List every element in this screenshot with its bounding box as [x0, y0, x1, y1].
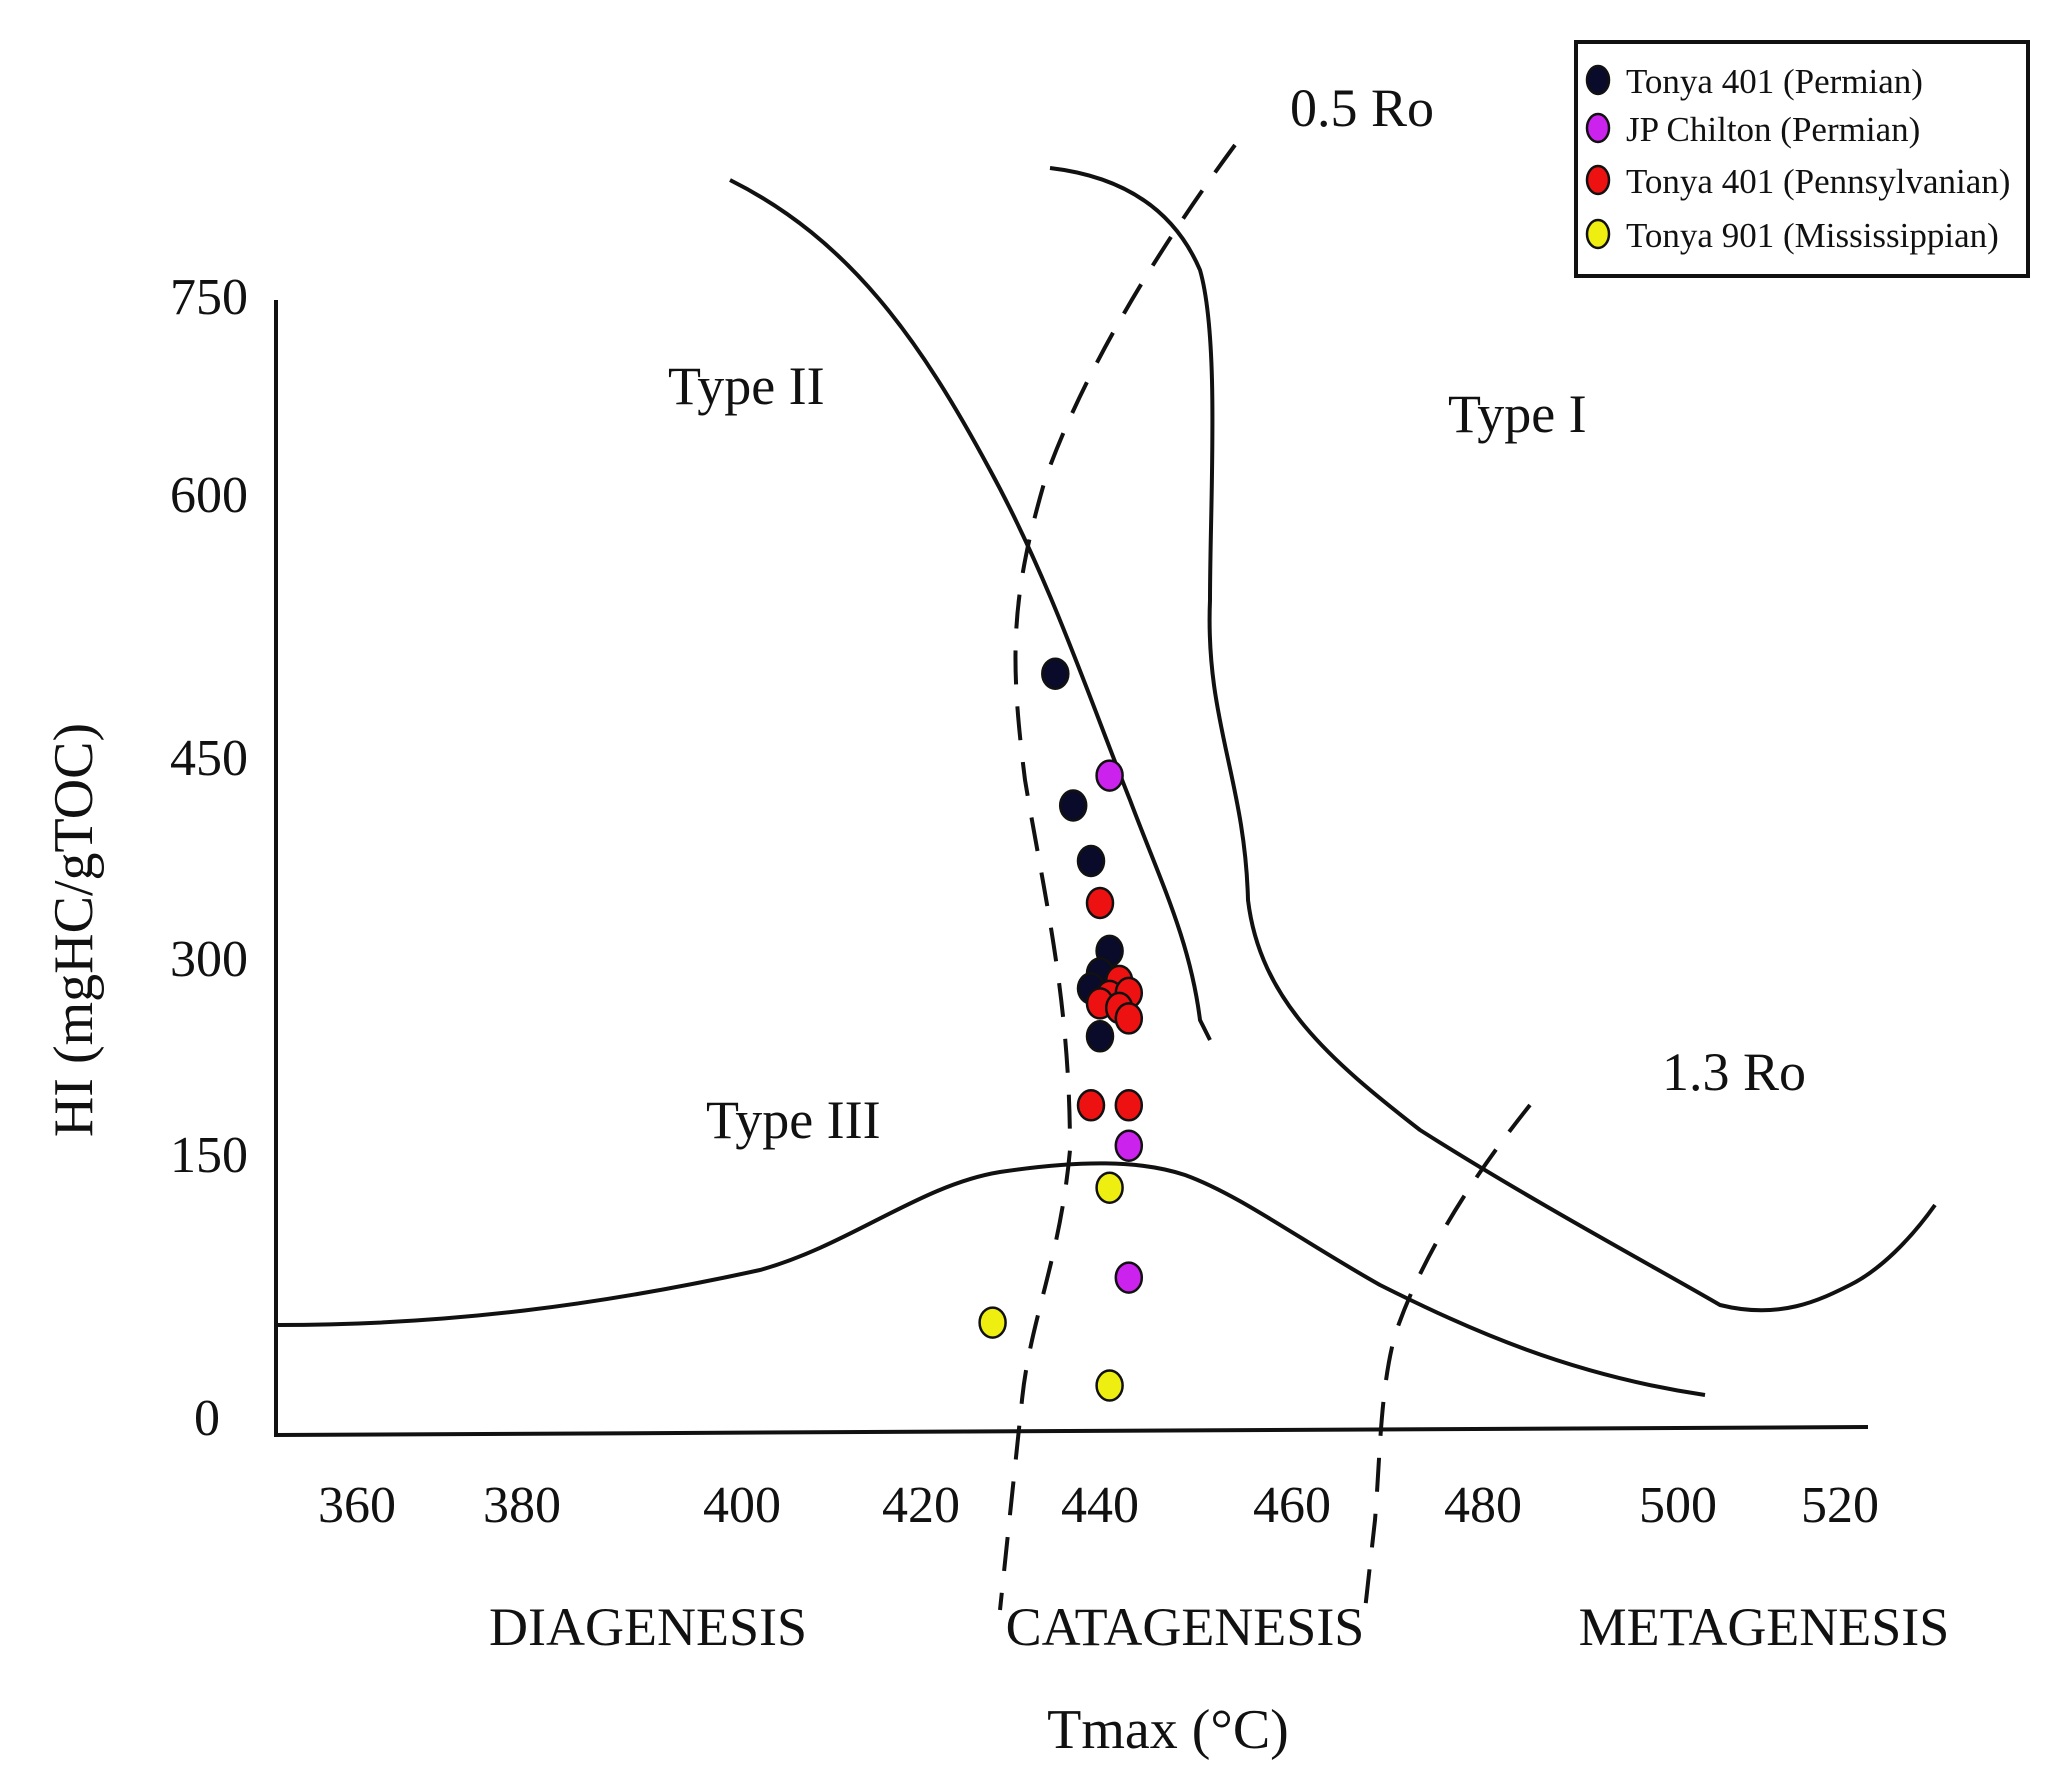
- legend-label: Tonya 401 (Pennsylvanian): [1626, 162, 2010, 201]
- x-tick-label: 460: [1253, 1477, 1331, 1534]
- data-point: [1076, 1089, 1106, 1122]
- ro-0-5-dashed-line: [998, 143, 1237, 1611]
- zone-label-catagenesis: CATAGENESIS: [1006, 1597, 1365, 1657]
- x-axis: [275, 1425, 1869, 1437]
- y-tick-label: 150: [170, 1127, 248, 1184]
- y-tick-label: 750: [170, 269, 248, 326]
- data-point: [1114, 1129, 1144, 1162]
- data-points: [978, 657, 1144, 1402]
- y-tick-labels: 750 600 450 300 150 0: [170, 269, 248, 1447]
- x-tick-label: 360: [318, 1477, 396, 1534]
- data-point: [1041, 657, 1070, 690]
- y-axis-title: HI (mgHC/gTOC): [43, 723, 105, 1137]
- legend-marker: [1585, 164, 1611, 196]
- zone-label-metagenesis: METAGENESIS: [1579, 1597, 1950, 1657]
- type-i-curve: [1049, 166, 1937, 1313]
- x-tick-label: 480: [1444, 1477, 1522, 1534]
- x-tick-label: 500: [1639, 1477, 1717, 1534]
- legend: Tonya 401 (Permian) JP Chilton (Permian)…: [1574, 40, 2030, 278]
- x-tick-label: 520: [1801, 1477, 1879, 1534]
- ro-1-3-label: 1.3 Ro: [1662, 1042, 1806, 1102]
- data-point: [978, 1306, 1007, 1339]
- y-tick-label: 450: [170, 730, 248, 787]
- data-point: [1085, 1020, 1115, 1053]
- zone-label-diagenesis: DIAGENESIS: [489, 1597, 807, 1657]
- data-point: [1076, 844, 1106, 878]
- data-point: [1095, 1171, 1124, 1204]
- y-tick-label: 0: [194, 1390, 220, 1447]
- data-point: [1095, 759, 1124, 792]
- data-point: [1095, 1369, 1124, 1402]
- ro-1-3-dashed-line: [1363, 1103, 1532, 1611]
- y-tick-label: 600: [170, 467, 248, 524]
- legend-box: [1574, 40, 2030, 278]
- x-tick-labels: 360 380 400 420 440 460 480 500 520: [318, 1477, 1879, 1534]
- x-axis-title: Tmax (°C): [1047, 1699, 1289, 1761]
- type-ii-curve: [729, 178, 1212, 1041]
- data-point: [1114, 1002, 1144, 1035]
- data-point: [1058, 789, 1088, 822]
- data-point: [1114, 1089, 1144, 1122]
- type-iii-label: Type III: [706, 1090, 881, 1150]
- data-point: [1114, 1261, 1144, 1294]
- legend-marker: [1585, 112, 1611, 144]
- legend-label: Tonya 401 (Permian): [1626, 62, 1923, 101]
- x-tick-label: 400: [703, 1477, 781, 1534]
- x-tick-label: 440: [1061, 1477, 1139, 1534]
- y-tick-label: 300: [170, 931, 248, 988]
- data-point: [1085, 886, 1115, 920]
- legend-label: JP Chilton (Permian): [1626, 110, 1920, 149]
- legend-label: Tonya 901 (Mississippian): [1626, 216, 1999, 255]
- type-iii-curve: [277, 1161, 1706, 1397]
- type-i-label: Type I: [1448, 384, 1587, 444]
- legend-marker: [1585, 64, 1611, 96]
- ro-0-5-label: 0.5 Ro: [1290, 78, 1434, 138]
- type-ii-label: Type II: [668, 356, 825, 416]
- x-tick-label: 380: [483, 1477, 561, 1534]
- legend-marker: [1585, 218, 1611, 250]
- x-tick-label: 420: [882, 1477, 960, 1534]
